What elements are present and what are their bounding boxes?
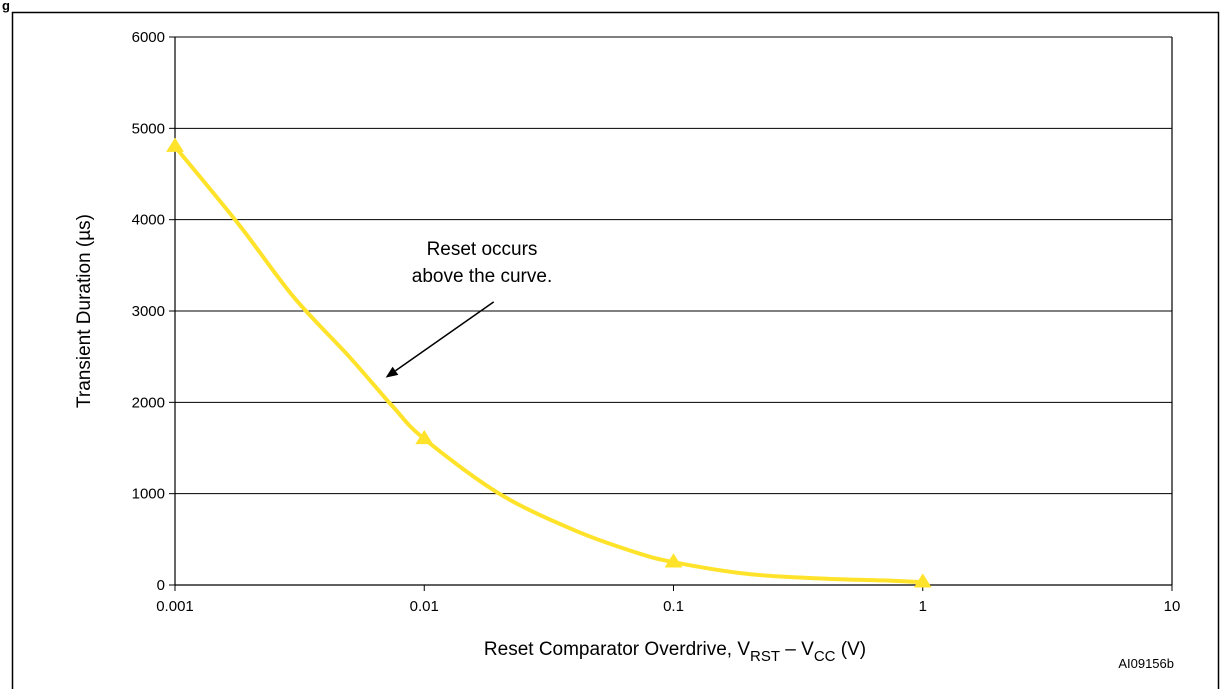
x-axis-label-sub-cc: CC xyxy=(814,648,836,665)
x-tick-label: 10 xyxy=(1164,598,1181,615)
figure-caption: g xyxy=(2,0,10,13)
annotation-line-1: Reset occurs xyxy=(427,239,538,260)
data-point-marker xyxy=(166,137,184,152)
x-axis-label-main: Reset Comparator Overdrive, V xyxy=(484,639,750,660)
y-tick-label: 2000 xyxy=(132,394,165,411)
y-tick-label: 4000 xyxy=(132,212,165,229)
y-tick-label: 6000 xyxy=(132,29,165,46)
x-tick-label: 0.001 xyxy=(156,598,194,615)
x-tick-label: 0.1 xyxy=(663,598,684,615)
y-tick-labels: 0 1000 2000 3000 4000 5000 6000 xyxy=(132,29,165,594)
data-point-marker xyxy=(913,573,932,588)
gridlines xyxy=(175,36,1172,495)
annotation: Reset occurs above the curve. xyxy=(385,239,552,378)
x-axis-label-end: (V) xyxy=(835,639,866,660)
x-axis-label-mid: – V xyxy=(780,639,814,660)
y-axis-label: Transient Duration (µs) xyxy=(74,214,95,408)
figure-frame xyxy=(11,11,1220,689)
x-tick-labels: 0.001 0.01 0.1 1 10 xyxy=(156,598,1180,615)
series-line xyxy=(173,144,925,585)
x-axis-label-sub-rst: RST xyxy=(750,648,780,665)
x-axis-label: Reset Comparator Overdrive, VRST – VCC (… xyxy=(484,639,866,665)
data-point-marker xyxy=(415,429,434,445)
annotation-arrow-line xyxy=(395,301,495,372)
axes xyxy=(169,36,1173,591)
x-tick-label: 0.01 xyxy=(410,598,439,615)
series xyxy=(166,137,932,588)
y-tick-label: 5000 xyxy=(132,120,165,137)
x-tick-label: 1 xyxy=(919,598,927,615)
y-tick-label: 1000 xyxy=(132,486,165,503)
data-point-marker xyxy=(664,553,683,568)
annotation-arrow-head xyxy=(385,366,399,378)
annotation-line-2: above the curve. xyxy=(412,266,552,287)
y-tick-label: 3000 xyxy=(132,303,165,320)
y-tick-label: 0 xyxy=(157,577,165,594)
figure-id: AI09156b xyxy=(1118,656,1174,671)
